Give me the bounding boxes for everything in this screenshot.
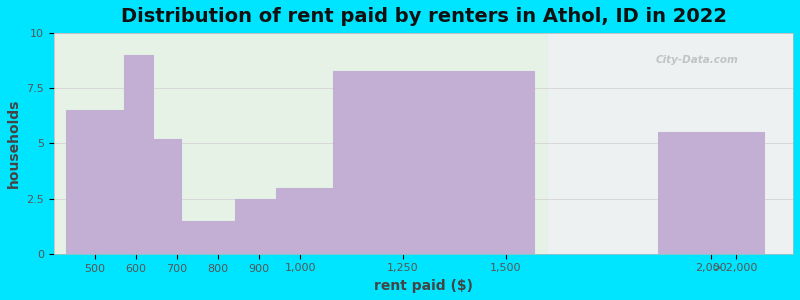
Bar <box>54 33 546 254</box>
Bar <box>436 70 534 254</box>
Bar <box>182 221 234 254</box>
Bar <box>546 33 793 254</box>
Bar <box>333 70 436 254</box>
Bar <box>66 110 124 254</box>
Title: Distribution of rent paid by renters in Athol, ID in 2022: Distribution of rent paid by renters in … <box>121 7 726 26</box>
Bar <box>276 188 333 254</box>
Bar <box>234 199 276 254</box>
Y-axis label: households: households <box>7 99 21 188</box>
Bar <box>658 132 764 254</box>
Text: City-Data.com: City-Data.com <box>655 55 738 64</box>
X-axis label: rent paid ($): rent paid ($) <box>374 279 473 293</box>
Bar <box>124 55 153 254</box>
Bar <box>153 139 182 254</box>
